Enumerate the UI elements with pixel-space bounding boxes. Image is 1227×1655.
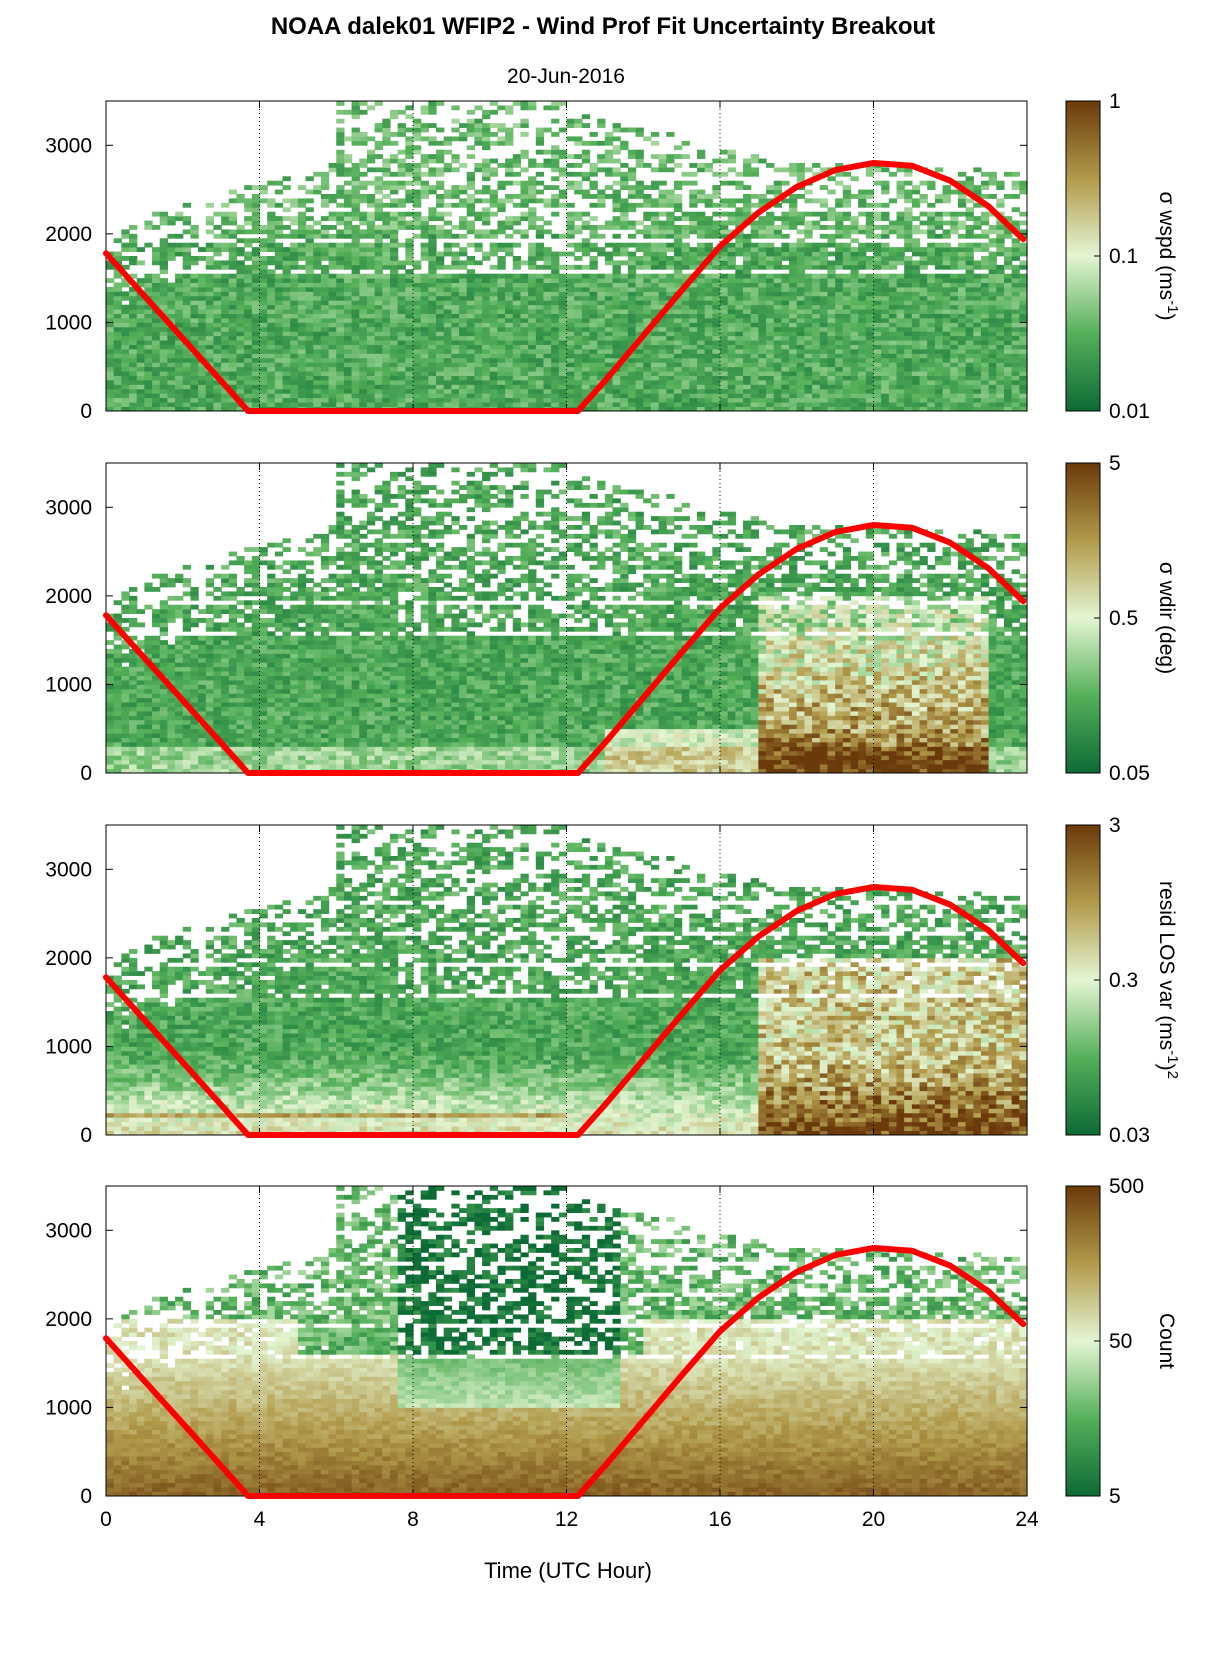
- y-tick-label: 3000: [45, 1219, 92, 1242]
- y-tick-label: 1000: [45, 1035, 92, 1058]
- colorbar-label-superscript: -1: [1164, 1050, 1181, 1063]
- y-tick-label: 1000: [45, 673, 92, 696]
- x-tick-label: 24: [1015, 1508, 1039, 1531]
- x-tick-label: 12: [555, 1508, 578, 1531]
- colorbar-label-main: Count: [1155, 1313, 1178, 1369]
- y-tick-label: 3000: [45, 858, 92, 881]
- colorbar-tick-label: 50: [1109, 1330, 1132, 1353]
- colorbar-tick-label: 5: [1109, 1485, 1121, 1508]
- y-tick-label: 1000: [45, 1396, 92, 1419]
- colorbar-label-main: σ wspd (ms: [1155, 192, 1178, 301]
- colorbar-label-end: ): [1155, 1064, 1178, 1071]
- colorbar-tick-label: 0.1: [1109, 245, 1138, 268]
- y-tick-label: 3000: [45, 134, 92, 157]
- colorbar-tick-label: 0.01: [1109, 400, 1150, 423]
- x-tick-label: 0: [100, 1508, 112, 1531]
- y-tick-label: 0: [80, 1124, 92, 1147]
- colorbar-label-main: resid LOS var (ms: [1155, 881, 1178, 1050]
- heatmap-cells: [106, 101, 1028, 411]
- colorbar-tick-label: 5: [1109, 452, 1121, 475]
- colorbar: 500 50 5 Count: [1066, 1175, 1178, 1508]
- y-tick-label: 3000: [45, 496, 92, 519]
- colorbar-tick-label: 0.05: [1109, 762, 1150, 785]
- y-tick-label: 0: [80, 400, 92, 423]
- colorbar-label: σ wspd (ms-1): [1155, 192, 1181, 321]
- colorbar-label-main: σ wdir (deg): [1155, 562, 1178, 674]
- colorbar-tick-label: 3: [1109, 814, 1121, 837]
- colorbar-tick-label: 500: [1109, 1175, 1144, 1198]
- y-tick-label: 2000: [45, 223, 92, 246]
- colorbar-label: σ wdir (deg): [1155, 562, 1178, 674]
- y-tick-label: 2000: [45, 947, 92, 970]
- figure-title: NOAA dalek01 WFIP2 - Wind Prof Fit Uncer…: [271, 13, 935, 40]
- heatmap-cells: [106, 463, 1028, 773]
- x-tick-label: 4: [254, 1508, 266, 1531]
- colorbar-tick-label: 1: [1109, 90, 1121, 113]
- colorbar: 1 0.1 0.01 σ wspd (ms-1): [1066, 90, 1181, 423]
- x-tick-label: 16: [708, 1508, 731, 1531]
- heatmap-cells: [106, 825, 1028, 1135]
- colorbar-tick-label: 0.5: [1109, 607, 1138, 630]
- colorbar-tick-label: 0.3: [1109, 969, 1138, 992]
- colorbar-label-superscript: -1: [1164, 300, 1181, 313]
- panel-2: 0 1000 2000 3000 5 0.5 0.05 σ wdir (deg): [45, 452, 1178, 785]
- x-tick-label: 8: [407, 1508, 419, 1531]
- panel-4: 0 4 8 12 16 20 24 0 1000 2000 3000 500 50 5 Count: [45, 1175, 1178, 1531]
- x-tick-label: 20: [862, 1508, 885, 1531]
- heatmap-cells: [106, 1186, 1028, 1496]
- panel-1: 0 1000 2000 3000 1 0.1 0.01 σ wspd (ms-1): [45, 90, 1181, 423]
- colorbar: 5 0.5 0.05 σ wdir (deg): [1066, 452, 1178, 785]
- y-tick-label: 0: [80, 1485, 92, 1508]
- y-tick-label: 1000: [45, 311, 92, 334]
- y-tick-label: 0: [80, 762, 92, 785]
- colorbar: 3 0.3 0.03 resid LOS var (ms-1)2: [1066, 814, 1181, 1147]
- colorbar-label: Count: [1155, 1313, 1178, 1369]
- figure-subtitle: 20-Jun-2016: [507, 65, 625, 88]
- colorbar-label-superscript-2: 2: [1164, 1071, 1181, 1079]
- y-tick-label: 2000: [45, 1308, 92, 1331]
- panel-3: 0 1000 2000 3000 3 0.3 0.03 resid LOS var (ms-1…: [45, 814, 1181, 1147]
- y-tick-label: 2000: [45, 585, 92, 608]
- colorbar-tick-label: 0.03: [1109, 1124, 1150, 1147]
- colorbar-label: resid LOS var (ms-1)2: [1155, 881, 1181, 1079]
- colorbar-label-end: ): [1155, 313, 1178, 320]
- x-axis-label: Time (UTC Hour): [484, 1558, 652, 1583]
